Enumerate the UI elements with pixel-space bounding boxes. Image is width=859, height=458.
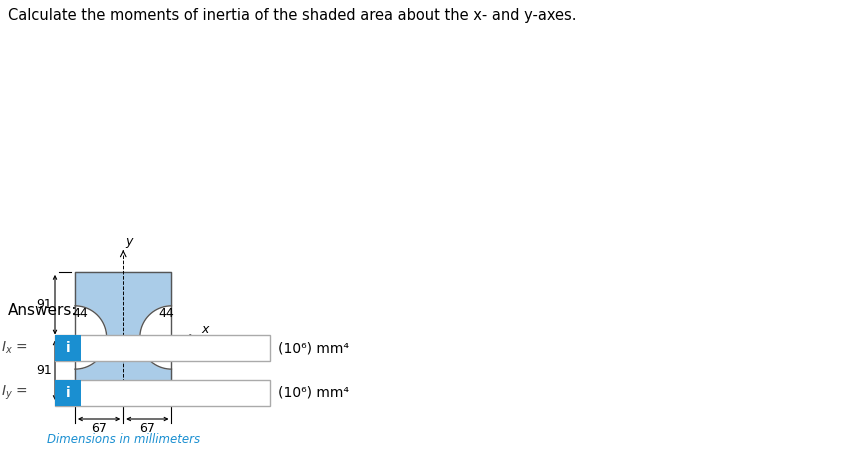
Polygon shape — [75, 272, 172, 403]
Text: i: i — [65, 341, 70, 355]
Text: 44: 44 — [72, 307, 88, 320]
Text: $I_y$ =: $I_y$ = — [1, 384, 28, 402]
FancyBboxPatch shape — [55, 335, 81, 361]
Text: $I_x$ =: $I_x$ = — [1, 340, 28, 356]
Text: (10⁶) mm⁴: (10⁶) mm⁴ — [278, 386, 349, 400]
FancyBboxPatch shape — [55, 380, 81, 406]
Text: 91: 91 — [36, 298, 52, 311]
Text: x: x — [202, 323, 209, 337]
Polygon shape — [43, 306, 107, 369]
Text: Answers:: Answers: — [8, 303, 77, 318]
Text: y: y — [125, 235, 132, 248]
Text: 67: 67 — [139, 422, 155, 435]
Text: Dimensions in millimeters: Dimensions in millimeters — [46, 433, 200, 446]
Text: (10⁶) mm⁴: (10⁶) mm⁴ — [278, 341, 349, 355]
Text: 44: 44 — [159, 307, 174, 320]
Polygon shape — [140, 306, 204, 369]
Text: 91: 91 — [36, 364, 52, 377]
Text: Calculate the moments of inertia of the shaded area about the x- and y-axes.: Calculate the moments of inertia of the … — [8, 8, 576, 23]
Text: i: i — [65, 386, 70, 400]
Text: 67: 67 — [91, 422, 107, 435]
FancyBboxPatch shape — [55, 335, 270, 361]
FancyBboxPatch shape — [55, 380, 270, 406]
